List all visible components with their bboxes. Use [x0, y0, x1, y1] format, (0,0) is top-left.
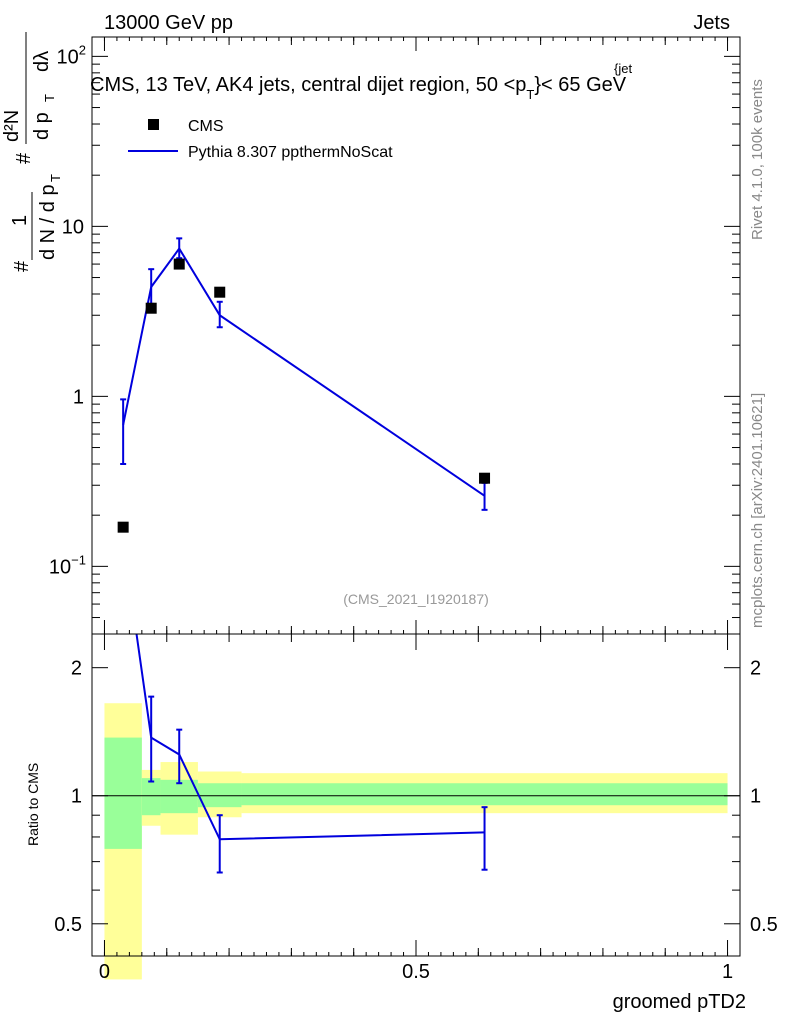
ratio-plot-marks [135, 633, 488, 874]
main-title-sup: {jet [614, 61, 632, 76]
category-label: Jets [693, 12, 730, 34]
legend-marker-cms [148, 119, 159, 130]
main-ytick-label: 10−1 [49, 552, 86, 578]
pythia-line [122, 246, 486, 497]
main-title-sub: T [526, 87, 534, 102]
cms-point [214, 286, 226, 298]
legend-label-cms: CMS [188, 118, 224, 135]
main-panel: 10−1 1 10 102 CMS, 13 TeV, AK4 jets, centra… [1, 32, 741, 635]
main-title: CMS, 13 TeV, AK4 jets, central dijet reg… [90, 74, 627, 102]
ratio-band-green [160, 779, 198, 814]
main-ytick-label: 102 [57, 42, 86, 68]
main-ylabel: # 1 d N / d p T # d²N d p T dλ [1, 32, 63, 272]
main-ytick-label: 10 [62, 216, 84, 238]
ratio-ytick-label-left: 0.5 [54, 914, 82, 936]
ratio-bands [104, 703, 728, 980]
beam-label: 13000 GeV pp [104, 12, 233, 34]
side-rivet-label: Rivet 4.1.0, 100k events [749, 79, 766, 240]
ratio-band-green [104, 737, 142, 849]
xtick-label: 1 [722, 961, 733, 983]
ratio-band-green [241, 783, 728, 806]
ratio-axis-ticks: 0.5 0.5 1 1 2 2 0 0.5 1 [54, 634, 778, 983]
main-ytick-label: 1 [73, 386, 84, 408]
ylabel-hash-2: # [13, 152, 35, 164]
main-title-text: CMS, 13 TeV, AK4 jets, central dijet reg… [90, 74, 526, 96]
main-axis-ticks: 10−1 1 10 102 [49, 37, 740, 635]
main-plot-marks [117, 237, 491, 533]
xtick-label: 0 [99, 961, 110, 983]
ratio-band-green [197, 783, 242, 808]
cms-point [479, 472, 491, 484]
ratio-ytick-label-right: 1 [750, 786, 761, 808]
ylabel-sub-t2: T [42, 94, 57, 102]
ylabel-dn: d N / d p [37, 184, 59, 260]
ratio-ytick-label-right: 0.5 [750, 914, 778, 936]
legend: CMS Pythia 8.307 ppthermNoScat [128, 118, 393, 161]
main-title-end: }< 65 GeV [534, 74, 626, 96]
ratio-ytick-label-left: 2 [71, 658, 82, 680]
ylabel-hash-1: # [11, 260, 33, 272]
ylabel-dlambda: dλ [31, 51, 53, 72]
side-mcplots-label: mcplots.cern.ch [arXiv:2401.10621] [749, 393, 766, 628]
analysis-id-label: (CMS_2021_I1920187) [343, 591, 489, 607]
cms-point [117, 521, 129, 533]
ylabel-one: 1 [9, 215, 31, 226]
cms-point [145, 302, 157, 314]
ratio-ylabel: Ratio to CMS [25, 763, 41, 846]
ratio-ytick-label-right: 2 [750, 658, 761, 680]
ylabel-dn2: d²N [1, 110, 23, 142]
ratio-panel: 0.5 0.5 1 1 2 2 0 0.5 1 Ratio to CMS groomed pTD… [25, 633, 778, 1013]
ylabel-dpt: d p [31, 112, 53, 140]
xtick-label: 0.5 [402, 961, 430, 983]
ratio-ytick-label-left: 1 [71, 786, 82, 808]
cms-point [173, 258, 185, 270]
ratio-band-green [141, 778, 161, 816]
legend-label-pythia: Pythia 8.307 ppthermNoScat [188, 144, 393, 161]
xlabel: groomed pTD2 [613, 991, 746, 1013]
ylabel-sub-t1: T [48, 174, 63, 182]
